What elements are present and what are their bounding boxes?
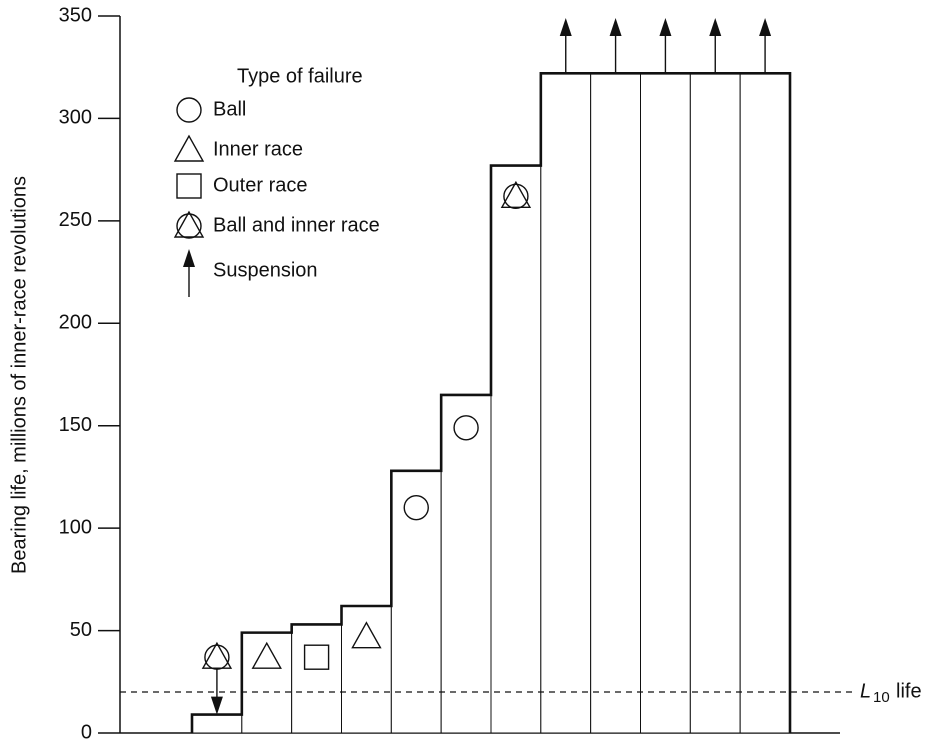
- marker-triangle: [251, 641, 282, 669]
- arrow-head: [183, 249, 195, 267]
- reference-label-sub: 10: [873, 689, 890, 706]
- marker-triangle: [500, 180, 532, 208]
- bar: [191, 714, 243, 734]
- marker-square: [176, 173, 202, 199]
- legend-title: Type of failure: [237, 65, 363, 87]
- y-axis-label: Bearing life, millions of inner-race rev…: [8, 176, 30, 574]
- y-tick-label: 150: [59, 414, 92, 436]
- arrow-head: [559, 18, 572, 36]
- reference-label: L: [860, 680, 871, 702]
- bar: [540, 72, 592, 734]
- arrow-head: [709, 18, 722, 36]
- y-tick-label: 200: [59, 312, 92, 334]
- marker-circle: [453, 415, 479, 441]
- marker-circle: [403, 494, 429, 521]
- arrow-head: [659, 18, 672, 36]
- bar: [490, 165, 542, 734]
- marker-triangle: [201, 641, 233, 669]
- legend-label: Ball and inner race: [213, 214, 380, 236]
- y-tick-label: 50: [70, 619, 92, 641]
- y-tick-label: 350: [59, 4, 92, 26]
- marker-square: [303, 644, 330, 670]
- bar: [689, 72, 741, 734]
- marker-circle: [176, 97, 202, 123]
- bar: [440, 394, 492, 734]
- bar: [241, 632, 293, 734]
- marker-triangle: [173, 134, 205, 162]
- bar: [590, 72, 642, 734]
- bar: [291, 623, 342, 734]
- y-tick-label: 250: [59, 209, 92, 231]
- y-tick-label: 100: [59, 516, 92, 538]
- marker-circle: [176, 213, 202, 239]
- bar: [341, 605, 392, 734]
- arrow-head: [609, 18, 622, 36]
- marker-triangle: [351, 621, 382, 649]
- arrow-head: [210, 696, 223, 715]
- bar: [640, 72, 691, 734]
- legend-label: Inner race: [213, 138, 303, 160]
- reference-label-rest: life: [896, 680, 922, 702]
- marker-triangle: [173, 210, 205, 238]
- legend-label: Suspension: [213, 259, 318, 281]
- bar: [739, 72, 791, 734]
- arrow-head: [759, 18, 772, 36]
- bar: [390, 470, 442, 734]
- marker-circle: [503, 183, 529, 209]
- y-tick-label: 0: [81, 721, 92, 743]
- y-tick-label: 300: [59, 107, 92, 129]
- legend-label: Ball: [213, 98, 246, 120]
- legend-label: Outer race: [213, 174, 307, 196]
